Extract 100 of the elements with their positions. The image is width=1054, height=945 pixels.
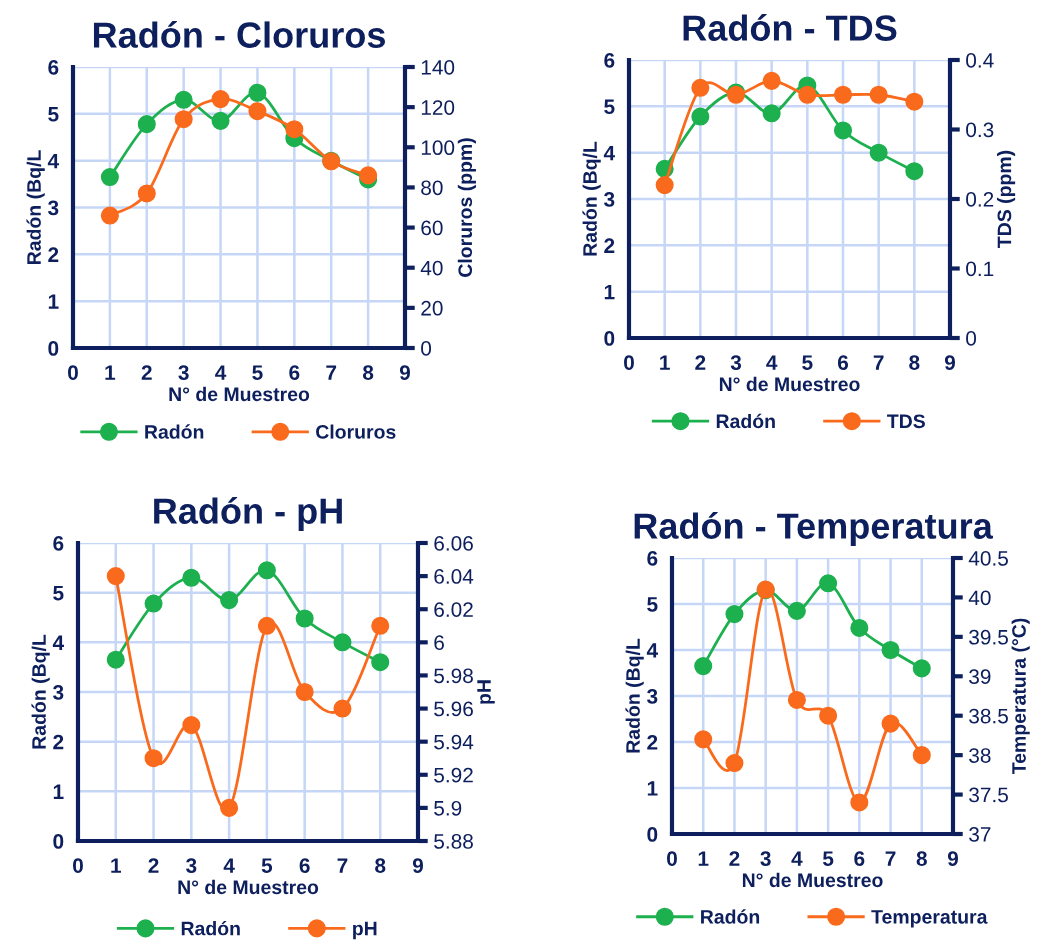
legend-label: Cloruros (316, 424, 396, 439)
y2-tick-label: 0.1 (966, 261, 994, 277)
x-tick-label: 1 (105, 365, 116, 380)
y-tick-label: 2 (604, 238, 615, 253)
y-tick-label: 3 (604, 192, 615, 207)
y2-tick-label: 0.4 (966, 53, 994, 68)
y-tick-label: 1 (48, 294, 59, 309)
x-tick-label: 8 (909, 355, 920, 370)
legend-label: Radón (701, 909, 760, 924)
y2-axis-title: Temperatura (°C) (1011, 618, 1030, 775)
x-tick-label: 4 (215, 365, 227, 380)
y2-tick-label: 6.02 (434, 602, 473, 617)
y-tick-label: 3 (48, 200, 59, 216)
y-tick-label: 4 (47, 153, 59, 169)
y2-tick-label: 37.5 (969, 787, 1008, 803)
y-tick-label: 0 (647, 827, 658, 842)
x-axis-title: N° de Muestreo (178, 879, 319, 895)
chart-title: Radón - TDS (683, 14, 897, 41)
y2-tick-label: 5.94 (434, 734, 474, 750)
y-tick-label: 0 (53, 834, 64, 849)
x-tick-label: 3 (760, 851, 771, 866)
x-tick-label: 0 (73, 858, 83, 873)
y-axis-title: Radón (Bq/L (26, 150, 45, 264)
x-tick-label: 2 (141, 365, 152, 380)
x-tick-label: 9 (412, 858, 424, 873)
y2-axis-title: pH (477, 680, 495, 704)
legend-label: Radón (181, 920, 240, 936)
y2-axis-title: Cloruros (ppm) (457, 138, 476, 277)
x-tick-label: 2 (729, 851, 740, 866)
y2-tick-label: 60 (421, 220, 443, 236)
x-tick-label: 6 (299, 858, 310, 873)
y2-tick-label: 5.88 (434, 834, 473, 849)
y2-tick-label: 5.96 (434, 701, 473, 717)
x-tick-label: 0 (68, 365, 78, 380)
x-tick-label: 8 (375, 858, 386, 873)
y-tick-label: 1 (604, 284, 615, 300)
y-tick-label: 0 (48, 341, 59, 356)
x-tick-label: 7 (885, 851, 896, 866)
y2-tick-label: 5.92 (434, 767, 473, 783)
x-tick-label: 3 (730, 355, 742, 370)
y2-tick-label: 40 (420, 260, 443, 276)
y2-tick-label: 0.2 (966, 192, 994, 207)
y2-tick-label: 6.06 (434, 536, 473, 551)
legend-label: pH (353, 921, 377, 940)
x-tick-label: 4 (223, 858, 235, 873)
x-axis-title: N° de Muestreo (169, 386, 310, 402)
y2-tick-label: 5.9 (434, 800, 462, 816)
x-tick-label: 9 (944, 355, 956, 370)
x-tick-label: 9 (947, 851, 959, 866)
x-tick-label: 2 (695, 355, 706, 370)
y2-axis-title: TDS (ppm) (997, 150, 1016, 248)
y2-tick-label: 120 (421, 100, 455, 115)
x-tick-label: 7 (337, 858, 348, 873)
y2-tick-label: 39 (969, 669, 991, 685)
legend-label: Radón (145, 424, 204, 439)
y2-tick-label: 38.5 (969, 708, 1008, 724)
y-tick-label: 1 (647, 781, 658, 796)
x-tick-label: 5 (252, 365, 263, 380)
y-axis-title: Radón (Bq/L (625, 638, 644, 753)
x-axis-title: N° de Muestreo (742, 872, 883, 888)
legend-label: Radón (716, 413, 775, 429)
y-axis-title: Radón (Bq/L (582, 141, 601, 256)
y-tick-label: 3 (53, 685, 64, 700)
y-tick-label: 2 (647, 735, 658, 750)
chart-title: Radón - Cloruros (93, 21, 385, 48)
y-tick-label: 5 (48, 107, 59, 122)
x-tick-label: 1 (111, 858, 121, 873)
y2-tick-label: 0 (966, 331, 977, 346)
legend-label: TDS (887, 414, 925, 429)
y-tick-label: 2 (48, 247, 59, 262)
chart-title: Radón - pH (154, 497, 342, 532)
x-tick-label: 3 (186, 858, 197, 873)
y-tick-label: 6 (53, 536, 64, 551)
y2-tick-label: 38 (969, 748, 991, 763)
y-tick-label: 4 (603, 145, 615, 161)
chart-title: Radón - Temperatura (634, 512, 993, 547)
x-tick-label: 4 (791, 851, 803, 866)
y-tick-label: 5 (53, 585, 64, 601)
y2-tick-label: 0.3 (966, 122, 994, 138)
y2-tick-label: 6.04 (434, 569, 474, 584)
x-tick-label: 5 (822, 851, 834, 866)
legend-label: Temperatura (871, 910, 988, 928)
y-tick-label: 2 (53, 734, 64, 750)
y2-tick-label: 20 (421, 300, 443, 316)
y2-tick-label: 80 (421, 180, 443, 196)
y-tick-label: 6 (647, 551, 658, 566)
x-tick-label: 1 (660, 355, 670, 370)
y-tick-label: 4 (52, 635, 64, 650)
x-tick-label: 7 (873, 355, 884, 370)
x-tick-label: 4 (766, 355, 778, 370)
y-tick-label: 6 (48, 60, 59, 75)
x-tick-label: 1 (698, 851, 709, 866)
x-tick-label: 5 (802, 355, 813, 370)
x-tick-label: 6 (837, 355, 849, 370)
y2-tick-label: 0 (421, 341, 432, 356)
y2-tick-label: 140 (421, 60, 455, 75)
y2-tick-label: 40.5 (968, 551, 1008, 566)
x-tick-label: 8 (362, 365, 374, 380)
y-tick-label: 5 (647, 597, 658, 612)
y-tick-label: 0 (604, 331, 615, 346)
